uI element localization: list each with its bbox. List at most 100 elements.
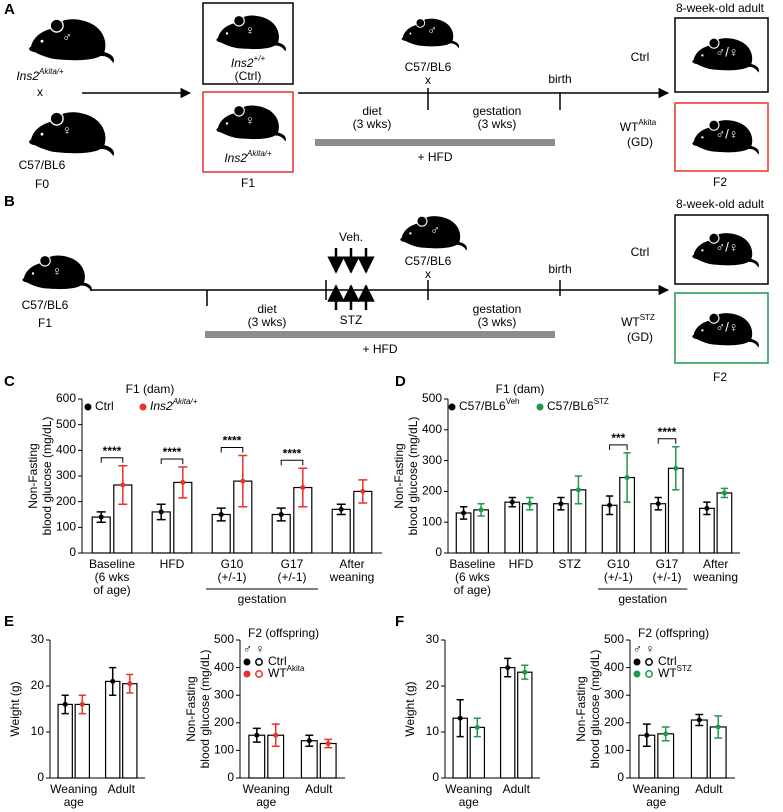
f2-title: 8-week-old adult	[676, 197, 765, 211]
legend-label: WTAkita	[268, 664, 305, 680]
x-tick-label: Baseline	[89, 557, 135, 571]
group: (GD)	[627, 330, 653, 344]
phase-duration: (3 wks)	[478, 117, 517, 131]
cross: x	[37, 85, 43, 99]
strain: C57/BL6	[19, 158, 66, 172]
y-tick-label: 0	[37, 770, 44, 784]
x-tick-label: Weaning	[633, 782, 680, 796]
sex-sign: ♂/♀	[715, 44, 738, 59]
significance-bracket	[657, 438, 677, 444]
legend-marker	[536, 403, 544, 411]
hfd-label: + HFD	[362, 342, 397, 356]
generation: F1	[38, 316, 52, 330]
x-tick-label: After	[703, 557, 728, 571]
x-tick-label: After	[339, 557, 364, 571]
group-label: gestation	[618, 592, 667, 606]
bar	[716, 492, 733, 554]
event: birth	[548, 72, 571, 86]
group-sup: STZ	[640, 313, 655, 322]
phase-duration: (3 wks)	[353, 117, 392, 131]
significance-bracket	[160, 458, 184, 465]
mean-marker	[558, 501, 564, 507]
mean-marker	[696, 717, 702, 723]
mean-marker	[461, 510, 467, 516]
akita-box	[202, 91, 294, 173]
sex-sign: ♀	[245, 112, 255, 127]
significance-label: ****	[163, 445, 182, 459]
group: Ctrl	[631, 50, 650, 64]
bar	[57, 703, 73, 779]
legend-marker	[448, 403, 456, 411]
y-tick-label: 20	[426, 678, 440, 692]
phase: gestation	[473, 302, 522, 316]
cross: x	[425, 73, 431, 87]
mean-marker	[721, 490, 727, 496]
legend-marker	[633, 670, 641, 678]
strain: C57/BL6	[22, 298, 69, 312]
legend-marker	[139, 403, 147, 411]
y-tick-label: 300	[56, 468, 76, 482]
y-tick-label: 500	[422, 391, 442, 405]
x-tick-label: (6 wks	[455, 570, 490, 584]
legend-marker	[243, 670, 251, 678]
sex-sign: ♂	[430, 222, 440, 237]
series-sup: Veh	[506, 397, 520, 406]
series-sup: STZ	[594, 397, 609, 406]
mean-marker	[120, 482, 126, 488]
legend-marker	[645, 670, 653, 678]
sex-sign: ♂/♀	[715, 126, 738, 141]
significance-bracket	[609, 444, 628, 450]
mean-marker	[715, 724, 721, 730]
hfd-label: + HFD	[417, 150, 452, 164]
sex-sign: ♀	[62, 122, 72, 137]
series-sup: Akita	[287, 664, 305, 673]
mean-marker	[300, 485, 306, 491]
legend-label: Ctrl	[268, 654, 287, 668]
bar	[517, 671, 533, 779]
allele: Akita/+	[38, 67, 64, 76]
bar	[650, 503, 667, 554]
mean-marker	[644, 732, 650, 738]
f2-title: 8-week-old adult	[676, 1, 765, 15]
mean-marker	[254, 732, 260, 738]
bar	[553, 503, 569, 554]
panel-label: F	[395, 613, 404, 630]
chart-title: F1 (dam)	[496, 382, 545, 396]
treatment: Veh.	[339, 230, 363, 244]
y-tick-label: 500	[604, 632, 624, 646]
sex-sign: ♂	[62, 29, 72, 44]
x-tick-label: G10	[607, 557, 630, 571]
x-tick-label: Adult	[108, 782, 136, 796]
mean-marker	[306, 738, 312, 744]
group-sup: Akita	[638, 118, 656, 127]
legend-label: C57/BL6STZ	[547, 397, 609, 413]
y-tick-label: 10	[426, 724, 440, 738]
y-tick-label: 0	[617, 770, 624, 784]
x-tick-label: of age)	[454, 583, 491, 597]
group: (GD)	[627, 135, 653, 149]
panel-label: E	[4, 613, 14, 630]
mean-marker	[607, 502, 613, 508]
panel-a: ♂ Ins2Akita/+ x ♀ C57/BL6 F0 ♀ Ins2+/+ (…	[16, 1, 769, 191]
y-tick-label: 100	[604, 743, 624, 757]
mean-marker	[158, 509, 164, 515]
bar	[499, 666, 516, 779]
significance-label: ****	[103, 444, 122, 458]
y-axis-label: Non-Fasting	[574, 676, 588, 741]
x-tick-label: Weaning	[243, 782, 290, 796]
series-name: WT	[268, 666, 287, 680]
series-name: Ctrl	[268, 654, 287, 668]
bar	[504, 501, 521, 554]
group: WTAkita	[620, 118, 657, 134]
y-tick-label: 200	[56, 494, 76, 508]
x-tick-label: age	[646, 795, 666, 809]
mean-marker	[79, 701, 85, 707]
legend-label: C57/BL6Veh	[459, 397, 520, 413]
bar	[331, 508, 351, 554]
y-tick-label: 100	[56, 520, 76, 534]
y-tick-label: 300	[214, 687, 234, 701]
gd-box	[674, 292, 769, 364]
x-tick-label: of age)	[93, 583, 130, 597]
series-name: WT	[658, 666, 677, 680]
sex-sign: ♂/♀	[715, 239, 738, 254]
